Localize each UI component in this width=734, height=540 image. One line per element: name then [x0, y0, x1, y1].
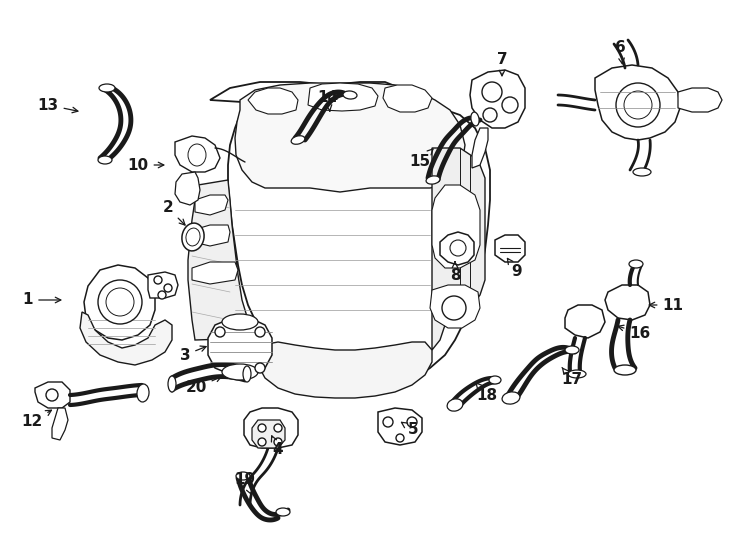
Text: 19: 19: [234, 472, 255, 494]
Polygon shape: [235, 83, 465, 192]
Circle shape: [482, 82, 502, 102]
Polygon shape: [80, 312, 172, 365]
Ellipse shape: [471, 112, 479, 126]
Polygon shape: [195, 195, 228, 215]
Circle shape: [158, 291, 166, 299]
Polygon shape: [595, 65, 680, 140]
Ellipse shape: [276, 508, 290, 516]
Circle shape: [502, 97, 518, 113]
Text: 6: 6: [614, 40, 625, 64]
Polygon shape: [35, 382, 70, 408]
Ellipse shape: [168, 376, 176, 392]
Polygon shape: [193, 225, 230, 246]
Circle shape: [215, 327, 225, 337]
Text: 5: 5: [401, 422, 418, 437]
Ellipse shape: [426, 176, 440, 184]
Text: 2: 2: [163, 200, 185, 225]
Ellipse shape: [243, 366, 251, 382]
Polygon shape: [565, 305, 605, 338]
Text: 12: 12: [21, 410, 51, 429]
Ellipse shape: [568, 370, 586, 378]
Polygon shape: [175, 136, 220, 172]
Text: 1: 1: [23, 293, 61, 307]
Polygon shape: [432, 148, 485, 350]
Circle shape: [255, 327, 265, 337]
Text: 13: 13: [37, 98, 78, 113]
Ellipse shape: [343, 91, 357, 99]
Circle shape: [396, 434, 404, 442]
Circle shape: [274, 424, 282, 432]
Circle shape: [442, 296, 466, 320]
Circle shape: [98, 280, 142, 324]
Circle shape: [483, 108, 497, 122]
Text: 8: 8: [450, 262, 460, 282]
Ellipse shape: [98, 156, 112, 164]
Text: 17: 17: [562, 368, 583, 388]
Polygon shape: [244, 408, 298, 448]
Polygon shape: [472, 128, 488, 168]
Ellipse shape: [502, 392, 520, 404]
Circle shape: [616, 83, 660, 127]
Circle shape: [154, 276, 162, 284]
Ellipse shape: [222, 364, 258, 380]
Ellipse shape: [99, 84, 115, 92]
Polygon shape: [84, 265, 155, 340]
Ellipse shape: [629, 260, 643, 268]
Ellipse shape: [489, 376, 501, 384]
Ellipse shape: [614, 365, 636, 375]
Ellipse shape: [291, 136, 305, 144]
Circle shape: [624, 91, 652, 119]
Circle shape: [383, 417, 393, 427]
Text: 9: 9: [507, 259, 523, 280]
Polygon shape: [470, 70, 525, 128]
Circle shape: [106, 288, 134, 316]
Circle shape: [407, 417, 417, 427]
Polygon shape: [210, 82, 490, 395]
Ellipse shape: [633, 168, 651, 176]
Text: 20: 20: [185, 376, 221, 395]
Text: 10: 10: [128, 158, 164, 172]
Text: 3: 3: [180, 346, 206, 362]
Polygon shape: [248, 88, 298, 114]
Text: 11: 11: [649, 298, 683, 313]
Text: 18: 18: [476, 382, 498, 402]
Polygon shape: [257, 342, 432, 398]
Ellipse shape: [137, 384, 149, 402]
Text: 7: 7: [497, 52, 507, 76]
Polygon shape: [430, 285, 480, 328]
Text: 16: 16: [618, 325, 650, 341]
Ellipse shape: [447, 399, 463, 411]
Ellipse shape: [565, 346, 579, 354]
Polygon shape: [378, 408, 422, 445]
Circle shape: [46, 389, 58, 401]
Ellipse shape: [222, 314, 258, 330]
Polygon shape: [432, 185, 480, 268]
Polygon shape: [192, 262, 238, 284]
Polygon shape: [495, 235, 525, 262]
Circle shape: [258, 438, 266, 446]
Circle shape: [164, 284, 172, 292]
Polygon shape: [208, 318, 272, 375]
Text: 4: 4: [272, 436, 283, 457]
Polygon shape: [52, 408, 68, 440]
Polygon shape: [605, 285, 650, 320]
Circle shape: [255, 363, 265, 373]
Ellipse shape: [182, 223, 204, 251]
Polygon shape: [440, 232, 474, 265]
Polygon shape: [175, 172, 200, 205]
Polygon shape: [383, 85, 432, 112]
Polygon shape: [252, 420, 285, 448]
Circle shape: [258, 424, 266, 432]
Polygon shape: [678, 88, 722, 112]
Circle shape: [274, 438, 282, 446]
Circle shape: [450, 240, 466, 256]
Text: 15: 15: [410, 149, 433, 170]
Ellipse shape: [236, 472, 250, 480]
Text: 14: 14: [317, 91, 338, 111]
Polygon shape: [188, 180, 255, 340]
Polygon shape: [308, 83, 378, 111]
Polygon shape: [148, 272, 178, 298]
